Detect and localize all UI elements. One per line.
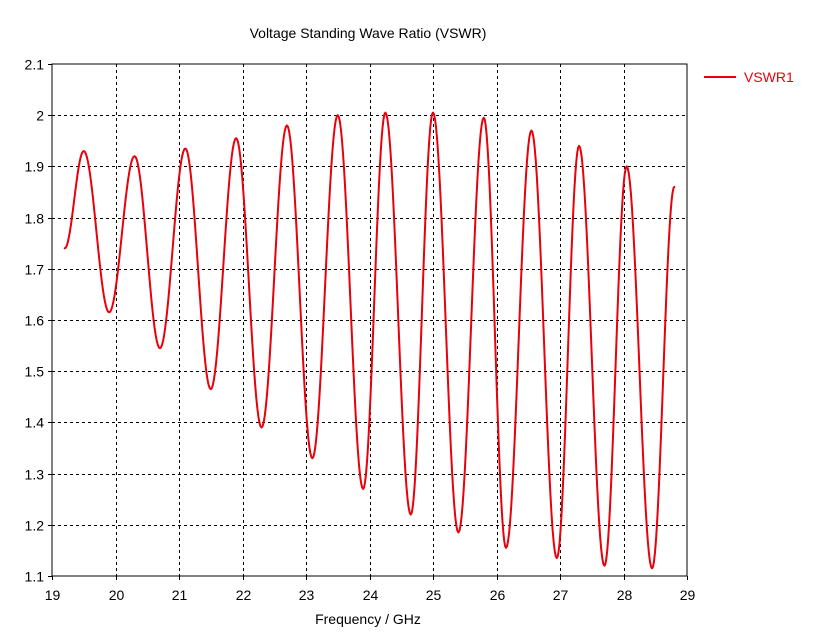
y-tick-label: 1.6 xyxy=(25,313,45,329)
x-axis-title: Frequency / GHz xyxy=(315,611,421,627)
y-tick-labels: 1.1 1.2 1.3 1.4 1.5 1.6 1.7 1.8 1.9 2 2.1 xyxy=(25,57,45,585)
legend-label-vswr1: VSWR1 xyxy=(744,69,794,85)
y-tick-label: 1.9 xyxy=(25,159,45,175)
plot-frame xyxy=(51,63,688,577)
x-tick-label: 24 xyxy=(363,587,379,603)
y-tick-label: 1.7 xyxy=(25,262,45,278)
series-line-vswr1 xyxy=(63,111,676,570)
x-tick-label: 25 xyxy=(426,587,442,603)
series-layer xyxy=(63,111,676,570)
y-tick-label: 1.5 xyxy=(25,364,45,380)
plot-area xyxy=(51,63,688,577)
x-tick-label: 26 xyxy=(490,587,506,603)
x-tick-label: 22 xyxy=(236,587,252,603)
legend: VSWR1 xyxy=(704,69,794,85)
x-tick-label: 19 xyxy=(45,587,61,603)
x-tick-label: 27 xyxy=(553,587,569,603)
x-tick-label: 28 xyxy=(617,587,633,603)
y-tick-label: 1.1 xyxy=(25,569,45,585)
x-tick-labels: 19 20 21 22 23 24 25 26 27 28 29 xyxy=(45,587,696,603)
chart-title: Voltage Standing Wave Ratio (VSWR) xyxy=(250,25,487,41)
x-tick-label: 20 xyxy=(109,587,125,603)
y-tick-label: 1.4 xyxy=(25,415,45,431)
y-tick-label: 1.3 xyxy=(25,467,45,483)
y-tick-label: 1.8 xyxy=(25,211,45,227)
y-tick-label: 1.2 xyxy=(25,518,45,534)
y-tick-label: 2 xyxy=(36,108,44,124)
x-tick-label: 21 xyxy=(172,587,188,603)
grid-lines xyxy=(52,64,687,576)
tick-marks xyxy=(48,64,688,580)
x-tick-label: 29 xyxy=(680,587,696,603)
x-tick-label: 23 xyxy=(299,587,315,603)
y-tick-label: 2.1 xyxy=(25,57,45,73)
